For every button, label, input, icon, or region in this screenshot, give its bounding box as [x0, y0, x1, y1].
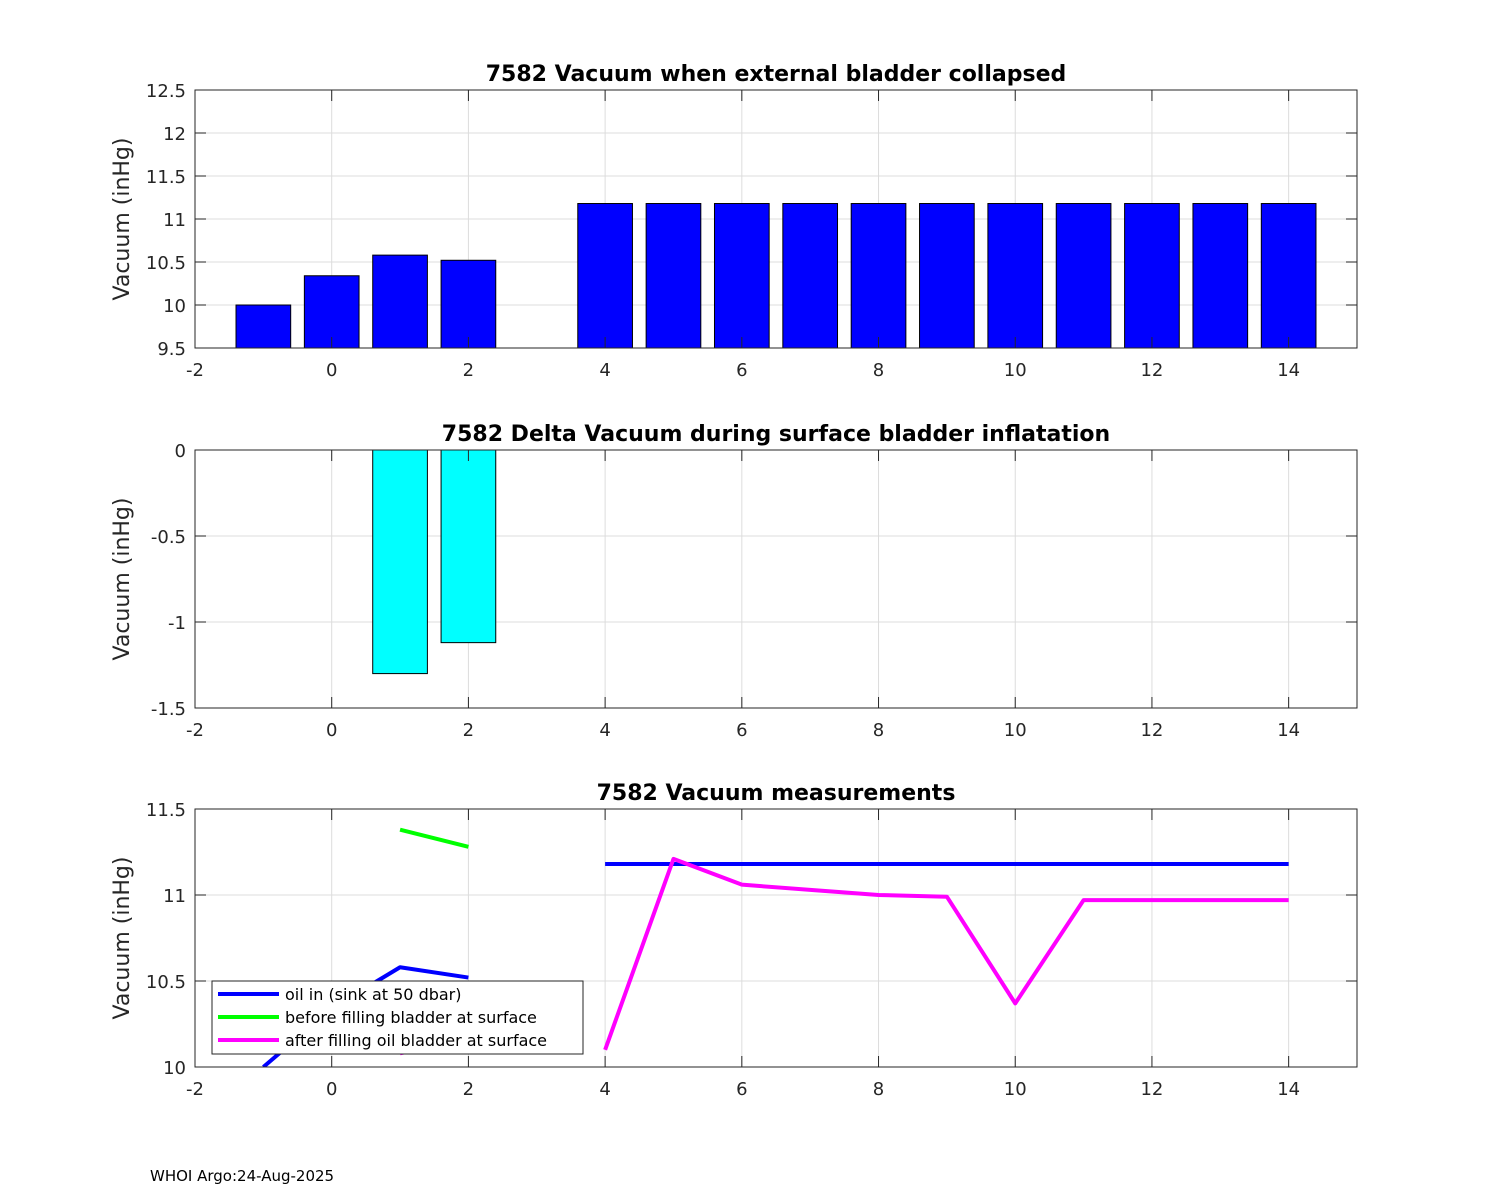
y-axis-label: Vacuum (inHg): [110, 138, 135, 301]
y-axis-label: Vacuum (inHg): [110, 498, 135, 661]
x-tick-label: 14: [1277, 360, 1300, 381]
chart-title: 7582 Vacuum measurements: [597, 781, 956, 806]
x-tick-label: 14: [1277, 1079, 1300, 1100]
legend: oil in (sink at 50 dbar) before filling b…: [211, 980, 584, 1055]
x-tick-label: 12: [1140, 1079, 1163, 1100]
bar: [1055, 203, 1112, 349]
y-tick-label: 0: [175, 441, 186, 462]
x-tick-label: 8: [873, 720, 884, 741]
plot-area: [195, 450, 1357, 708]
axes-2: -2 0 2 4 6 8 10 12 14 -1.5 -1 -0.5 0 7582 Delta Vacuu…: [110, 422, 1358, 741]
legend-label: oil in (sink at 50 dbar): [285, 985, 462, 1004]
y-tick-label: 11.5: [146, 800, 186, 821]
bar: [440, 259, 497, 349]
y-tick-label: -0.5: [151, 527, 186, 548]
x-tick-label: 6: [736, 1079, 747, 1100]
series-line-3: [603, 856, 1289, 1051]
y-tick-label: 11: [163, 210, 186, 231]
legend-label: after filling oil bladder at surface: [285, 1031, 547, 1050]
x-tick-label: 8: [873, 1079, 884, 1100]
axes-3: oil in (sink at 50 dbar) before filling b…: [110, 781, 1358, 1100]
chart-title: 7582 Delta Vacuum during surface bladder…: [442, 422, 1110, 447]
y-tick-label: 12.5: [146, 81, 186, 102]
series-line-2: [399, 827, 469, 849]
x-tick-label: 2: [463, 360, 474, 381]
bar: [235, 304, 292, 349]
bar: [577, 203, 633, 349]
y-tick-label: -1: [168, 613, 186, 634]
legend-label: before filling bladder at surface: [285, 1008, 537, 1027]
x-tick-label: 12: [1140, 360, 1163, 381]
bar: [1260, 203, 1317, 349]
x-tick-label: 6: [736, 360, 747, 381]
axes-1: -2 0 2 4 6 8 10 12 14 9.5 10 10.5 11 11.5 12 12.5 7582 V…: [110, 62, 1358, 381]
x-tick-label: 2: [463, 720, 474, 741]
y-tick-label: 10: [163, 296, 186, 317]
x-tick-label: 0: [326, 720, 337, 741]
y-tick-label: 11: [163, 886, 186, 907]
x-tick-label: 6: [736, 720, 747, 741]
axes-box: [194, 808, 1358, 1068]
bar: [440, 449, 497, 644]
y-tick-label: 10.5: [146, 972, 186, 993]
x-tick-label: -2: [186, 360, 204, 381]
bar: [713, 203, 770, 349]
x-tick-label: 10: [1004, 720, 1027, 741]
y-tick-label: -1.5: [151, 699, 186, 720]
x-tick-label: 2: [463, 1079, 474, 1100]
x-tick-label: 4: [599, 720, 610, 741]
y-tick-label: 11.5: [146, 167, 186, 188]
bar: [645, 203, 702, 349]
x-tick-label: 8: [873, 360, 884, 381]
x-tick-label: -2: [186, 720, 204, 741]
bar: [372, 254, 428, 349]
bar: [303, 275, 360, 349]
y-tick-label: 10.5: [146, 253, 186, 274]
x-tick-label: 12: [1140, 720, 1163, 741]
x-tick-label: 0: [326, 1079, 337, 1100]
bar: [1192, 203, 1249, 349]
x-tick-label: -2: [186, 1079, 204, 1100]
x-tick-label: 10: [1004, 1079, 1027, 1100]
y-tick-label: 12: [163, 124, 186, 145]
bar: [782, 203, 839, 349]
axes-box: [194, 449, 1358, 709]
bar: [987, 203, 1044, 349]
chart-title: 7582 Vacuum when external bladder collap…: [486, 62, 1067, 87]
x-tick-label: 4: [599, 1079, 610, 1100]
x-tick-label: 14: [1277, 720, 1300, 741]
bar: [919, 203, 975, 349]
x-tick-label: 0: [326, 360, 337, 381]
x-tick-label: 10: [1004, 360, 1027, 381]
footer-stamp: WHOI Argo:24-Aug-2025: [150, 1167, 335, 1185]
y-axis-label: Vacuum (inHg): [110, 857, 135, 1020]
x-tick-label: 4: [599, 360, 610, 381]
y-tick-label: 9.5: [157, 339, 186, 360]
bar: [1124, 203, 1180, 349]
y-tick-label: 10: [163, 1058, 186, 1079]
bar: [372, 449, 428, 675]
bar: [850, 203, 907, 349]
